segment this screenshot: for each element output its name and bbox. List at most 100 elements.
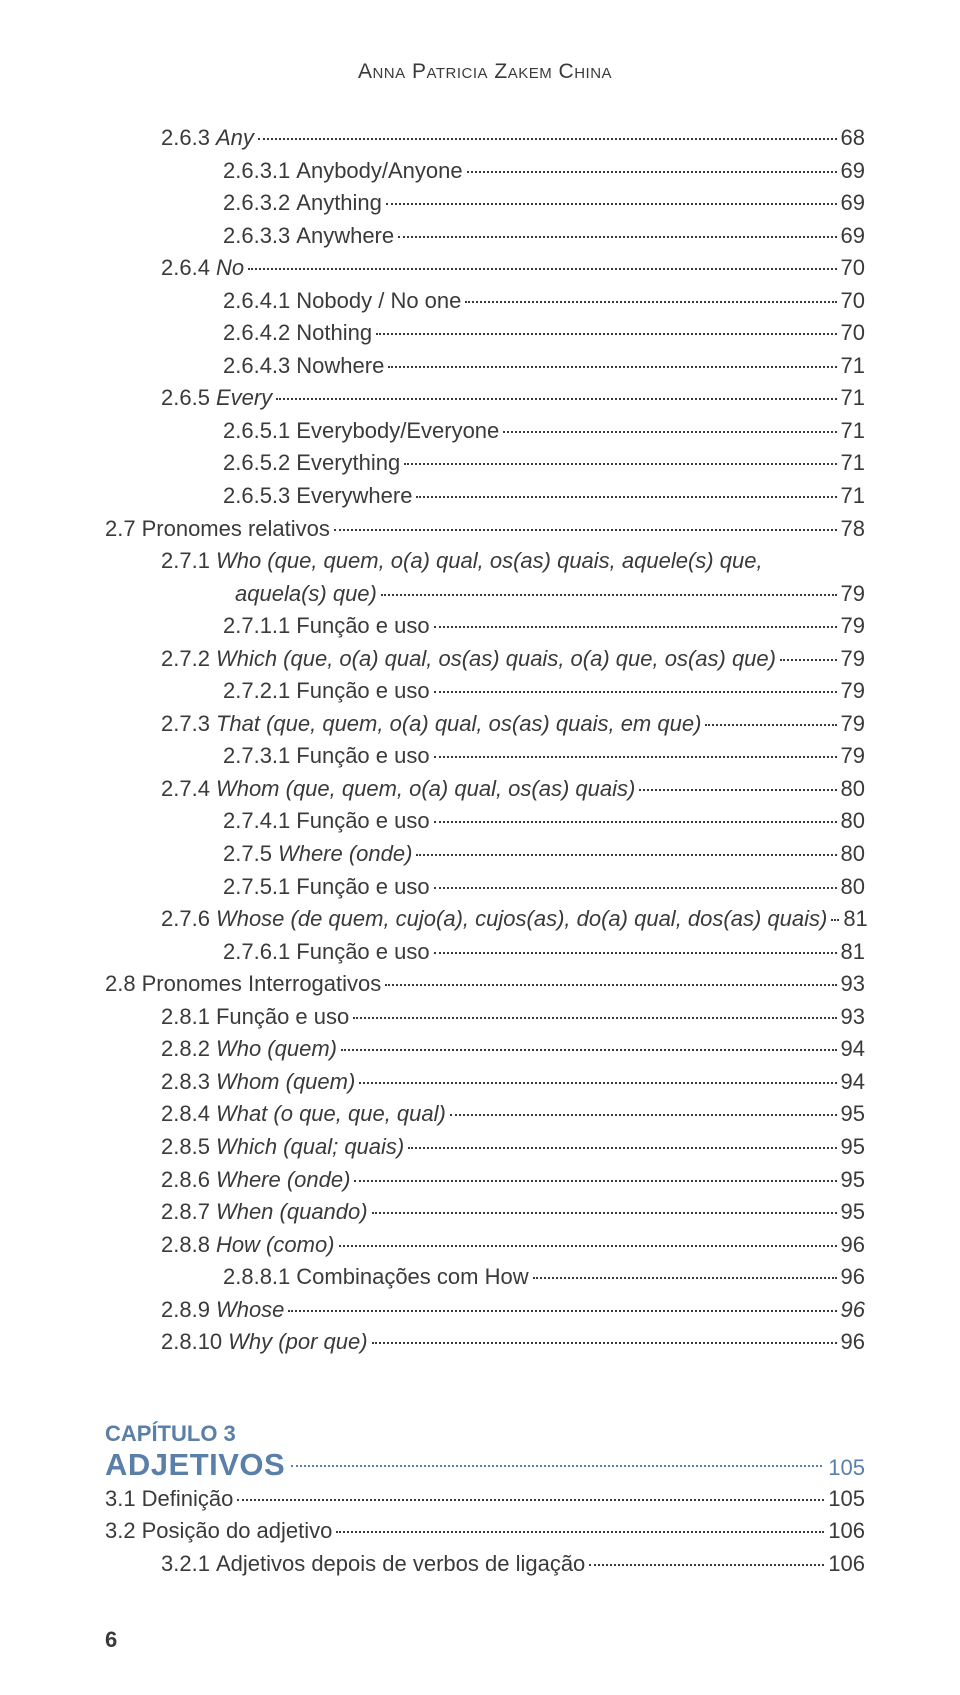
- leader-dots: [359, 1082, 836, 1084]
- toc-page: 105: [828, 1483, 865, 1516]
- toc-row: 2.8.8.1 Combinações com How96: [105, 1261, 865, 1294]
- toc-row: 2.8.6 Where (onde)95: [105, 1164, 865, 1197]
- toc-page: 93: [841, 968, 865, 1001]
- toc-title: Função e uso: [290, 740, 429, 773]
- toc-title: Why (por que): [222, 1326, 367, 1359]
- toc-page: 80: [841, 805, 865, 838]
- toc-title: Whom (quem): [210, 1066, 355, 1099]
- toc-row: 2.8 Pronomes Interrogativos93: [105, 968, 865, 1001]
- toc-number: 3.2.1: [161, 1548, 210, 1581]
- toc-row: 2.6.5.3 Everywhere71: [105, 480, 865, 513]
- toc-title: Every: [210, 382, 272, 415]
- toc-row: 2.8.7 When (quando)95: [105, 1196, 865, 1229]
- document-page: { "author": "Anna Patricia Zakem China",…: [0, 0, 960, 1695]
- toc-row: 2.7.3 That (que, quem, o(a) qual, os(as)…: [105, 708, 865, 741]
- toc-page: 96: [841, 1294, 865, 1327]
- author-name: Anna Patricia Zakem China: [105, 60, 865, 84]
- toc-row: 2.6.3.3 Anywhere69: [105, 220, 865, 253]
- toc-title: Função e uso: [290, 610, 429, 643]
- leader-dots: [416, 854, 836, 856]
- toc-number: 2.7.2.1: [223, 675, 290, 708]
- toc-title: Pronomes Interrogativos: [136, 968, 382, 1001]
- toc-page: 95: [841, 1196, 865, 1229]
- toc-row: 2.8.3 Whom (quem)94: [105, 1066, 865, 1099]
- leader-dots: [288, 1310, 836, 1312]
- leader-dots: [408, 1147, 836, 1149]
- toc-row: 2.6.4 No70: [105, 252, 865, 285]
- toc-number: 2.7.3: [161, 708, 210, 741]
- leader-dots: [434, 626, 837, 628]
- leader-dots: [434, 756, 837, 758]
- toc-title: Whose (de quem, cujo(a), cujos(as), do(a…: [210, 903, 827, 936]
- leader-dots: [533, 1277, 837, 1279]
- leader-dots: [388, 366, 836, 368]
- toc-title: Combinações com How: [290, 1261, 528, 1294]
- toc-row: 2.6.4.1 Nobody / No one70: [105, 285, 865, 318]
- toc-title: Adjetivos depois de verbos de ligação: [210, 1548, 585, 1581]
- toc-row: 2.7.5 Where (onde)80: [105, 838, 865, 871]
- toc-page: 79: [841, 708, 865, 741]
- leader-dots: [353, 1017, 836, 1019]
- toc-number: 2.8.6: [161, 1164, 210, 1197]
- toc-row: 3.2.1 Adjetivos depois de verbos de liga…: [105, 1548, 865, 1581]
- toc-number: 2.8.4: [161, 1098, 210, 1131]
- toc-row: 2.8.2 Who (quem)94: [105, 1033, 865, 1066]
- toc-row: 2.6.3 Any68: [105, 122, 865, 155]
- toc-title: Where (onde): [272, 838, 413, 871]
- toc-page: 95: [841, 1131, 865, 1164]
- toc-title: Who (que, quem, o(a) qual, os(as) quais,…: [210, 545, 763, 578]
- toc-row: 2.8.9 Whose96: [105, 1294, 865, 1327]
- toc-number: 2.6.4.2: [223, 317, 290, 350]
- toc-number: 2.6.3.3: [223, 220, 290, 253]
- toc-page: 71: [841, 382, 865, 415]
- chapter-title: ADJETIVOS: [105, 1447, 285, 1483]
- page-number: 6: [105, 1627, 117, 1653]
- toc-number: 2.6.5.3: [223, 480, 290, 513]
- toc-title: Anywhere: [290, 220, 394, 253]
- toc-title: Função e uso: [290, 805, 429, 838]
- toc-number: 2.7.6: [161, 903, 210, 936]
- toc-number: 2.8.1: [161, 1001, 210, 1034]
- toc-title: Nothing: [290, 317, 372, 350]
- toc-title: Everywhere: [290, 480, 412, 513]
- toc-page: 96: [841, 1326, 865, 1359]
- toc-title: Posição do adjetivo: [136, 1515, 333, 1548]
- toc-title: Função e uso: [210, 1001, 349, 1034]
- toc-row: 2.7.2.1 Função e uso79: [105, 675, 865, 708]
- toc-number: 2.8.8: [161, 1229, 210, 1262]
- toc-row: 2.8.4 What (o que, que, qual)95: [105, 1098, 865, 1131]
- toc-title: That (que, quem, o(a) qual, os(as) quais…: [210, 708, 701, 741]
- leader-dots: [291, 1465, 822, 1467]
- toc-number: 2.6.4: [161, 252, 210, 285]
- leader-dots: [258, 138, 837, 140]
- toc-number: 2.8.8.1: [223, 1261, 290, 1294]
- leader-dots: [385, 984, 836, 986]
- leader-dots: [276, 398, 836, 400]
- toc-number: 2.7.3.1: [223, 740, 290, 773]
- leader-dots: [248, 268, 836, 270]
- toc-row: 2.6.3.1 Anybody/Anyone69: [105, 155, 865, 188]
- toc-page: 94: [841, 1033, 865, 1066]
- toc-page: 95: [841, 1164, 865, 1197]
- leader-dots: [465, 301, 836, 303]
- toc-page: 71: [841, 415, 865, 448]
- toc-number: 2.7.2: [161, 643, 210, 676]
- toc-title: No: [210, 252, 244, 285]
- toc-page: 93: [841, 1001, 865, 1034]
- toc-title: How (como): [210, 1229, 335, 1262]
- leader-dots: [416, 496, 836, 498]
- toc-number: 2.7.5: [223, 838, 272, 871]
- toc-title: Any: [210, 122, 254, 155]
- toc-number: 2.6.3.2: [223, 187, 290, 220]
- chapter-block: CAPÍTULO 3 ADJETIVOS 105 3.1 Definição10…: [105, 1421, 865, 1581]
- toc-page: 68: [841, 122, 865, 155]
- toc-title: Everybody/Everyone: [290, 415, 499, 448]
- toc-row: 2.7.4 Whom (que, quem, o(a) qual, os(as)…: [105, 773, 865, 806]
- toc-page: 81: [843, 903, 867, 936]
- leader-dots: [467, 171, 837, 173]
- toc-title: What (o que, que, qual): [210, 1098, 446, 1131]
- toc-row: 2.7.5.1 Função e uso80: [105, 871, 865, 904]
- toc-title: Função e uso: [290, 936, 429, 969]
- toc-title: Everything: [290, 447, 400, 480]
- toc-number: 2.8.5: [161, 1131, 210, 1164]
